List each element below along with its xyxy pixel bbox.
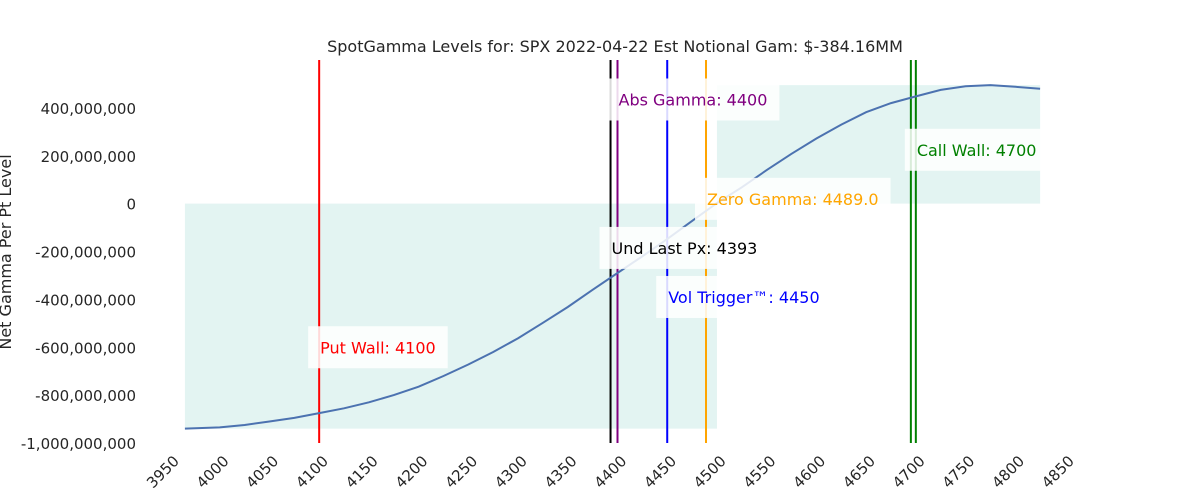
x-tick-label: 4400 <box>591 452 631 492</box>
level-label: Vol Trigger™: 4450 <box>668 288 819 307</box>
x-tick-label: 4050 <box>243 452 283 492</box>
level-label: Zero Gamma: 4489.0 <box>707 190 879 209</box>
x-tick-label: 4550 <box>740 452 780 492</box>
chart-title: SpotGamma Levels for: SPX 2022-04-22 Est… <box>327 37 903 56</box>
x-tick-label: 4250 <box>441 452 481 492</box>
y-axis-label: Net Gamma Per Pt Level <box>0 154 15 349</box>
x-tick-label: 4850 <box>1038 452 1078 492</box>
level-label: Abs Gamma: 4400 <box>619 90 768 109</box>
x-tick-label: 4600 <box>789 452 829 492</box>
x-axis-ticks: 3950 4000 4050 4100 4150 4200 4250 4300 4350 4400… <box>143 452 1078 492</box>
x-tick-label: 4450 <box>640 452 680 492</box>
level-label-box <box>308 326 448 369</box>
y-axis-ticks: -1,000,000,000 -800,000,000 -600,000,000 -4… <box>21 100 136 453</box>
x-tick-label: 4350 <box>541 452 581 492</box>
y-tick-label: -1,000,000,000 <box>21 435 136 453</box>
x-tick-label: 4500 <box>690 452 730 492</box>
x-tick-label: 4100 <box>292 452 332 492</box>
level-label: Und Last Px: 4393 <box>612 239 758 258</box>
level-label: Put Wall: 4100 <box>320 338 436 357</box>
x-tick-label: 4700 <box>889 452 929 492</box>
x-tick-label: 4300 <box>491 452 531 492</box>
y-tick-label: -400,000,000 <box>35 291 136 309</box>
x-tick-label: 4750 <box>939 452 979 492</box>
net-gamma-line <box>184 84 1041 430</box>
y-tick-label: -600,000,000 <box>35 339 136 357</box>
level-label-box <box>656 275 832 318</box>
y-tick-label: 0 <box>126 196 136 214</box>
y-tick-label: -200,000,000 <box>35 244 136 262</box>
y-tick-label: 200,000,000 <box>41 148 136 166</box>
x-tick-label: 4150 <box>342 452 382 492</box>
series-layer <box>184 84 1041 430</box>
y-tick-label: 400,000,000 <box>41 100 136 118</box>
x-tick-label: 4000 <box>193 452 233 492</box>
x-tick-label: 3950 <box>143 452 183 492</box>
level-label: Call Wall: 4700 <box>917 141 1037 160</box>
level-label-box <box>904 128 1049 171</box>
level-label-box <box>695 177 891 220</box>
level-label-box <box>599 226 770 269</box>
x-tick-label: 4650 <box>839 452 879 492</box>
level-label-box <box>606 78 780 121</box>
x-tick-label: 4800 <box>988 452 1028 492</box>
y-tick-label: -800,000,000 <box>35 387 136 405</box>
level-labels: Put Wall: 4100 Und Last Px: 4393 Abs Gamma… <box>308 78 1049 369</box>
x-tick-label: 4200 <box>392 452 432 492</box>
